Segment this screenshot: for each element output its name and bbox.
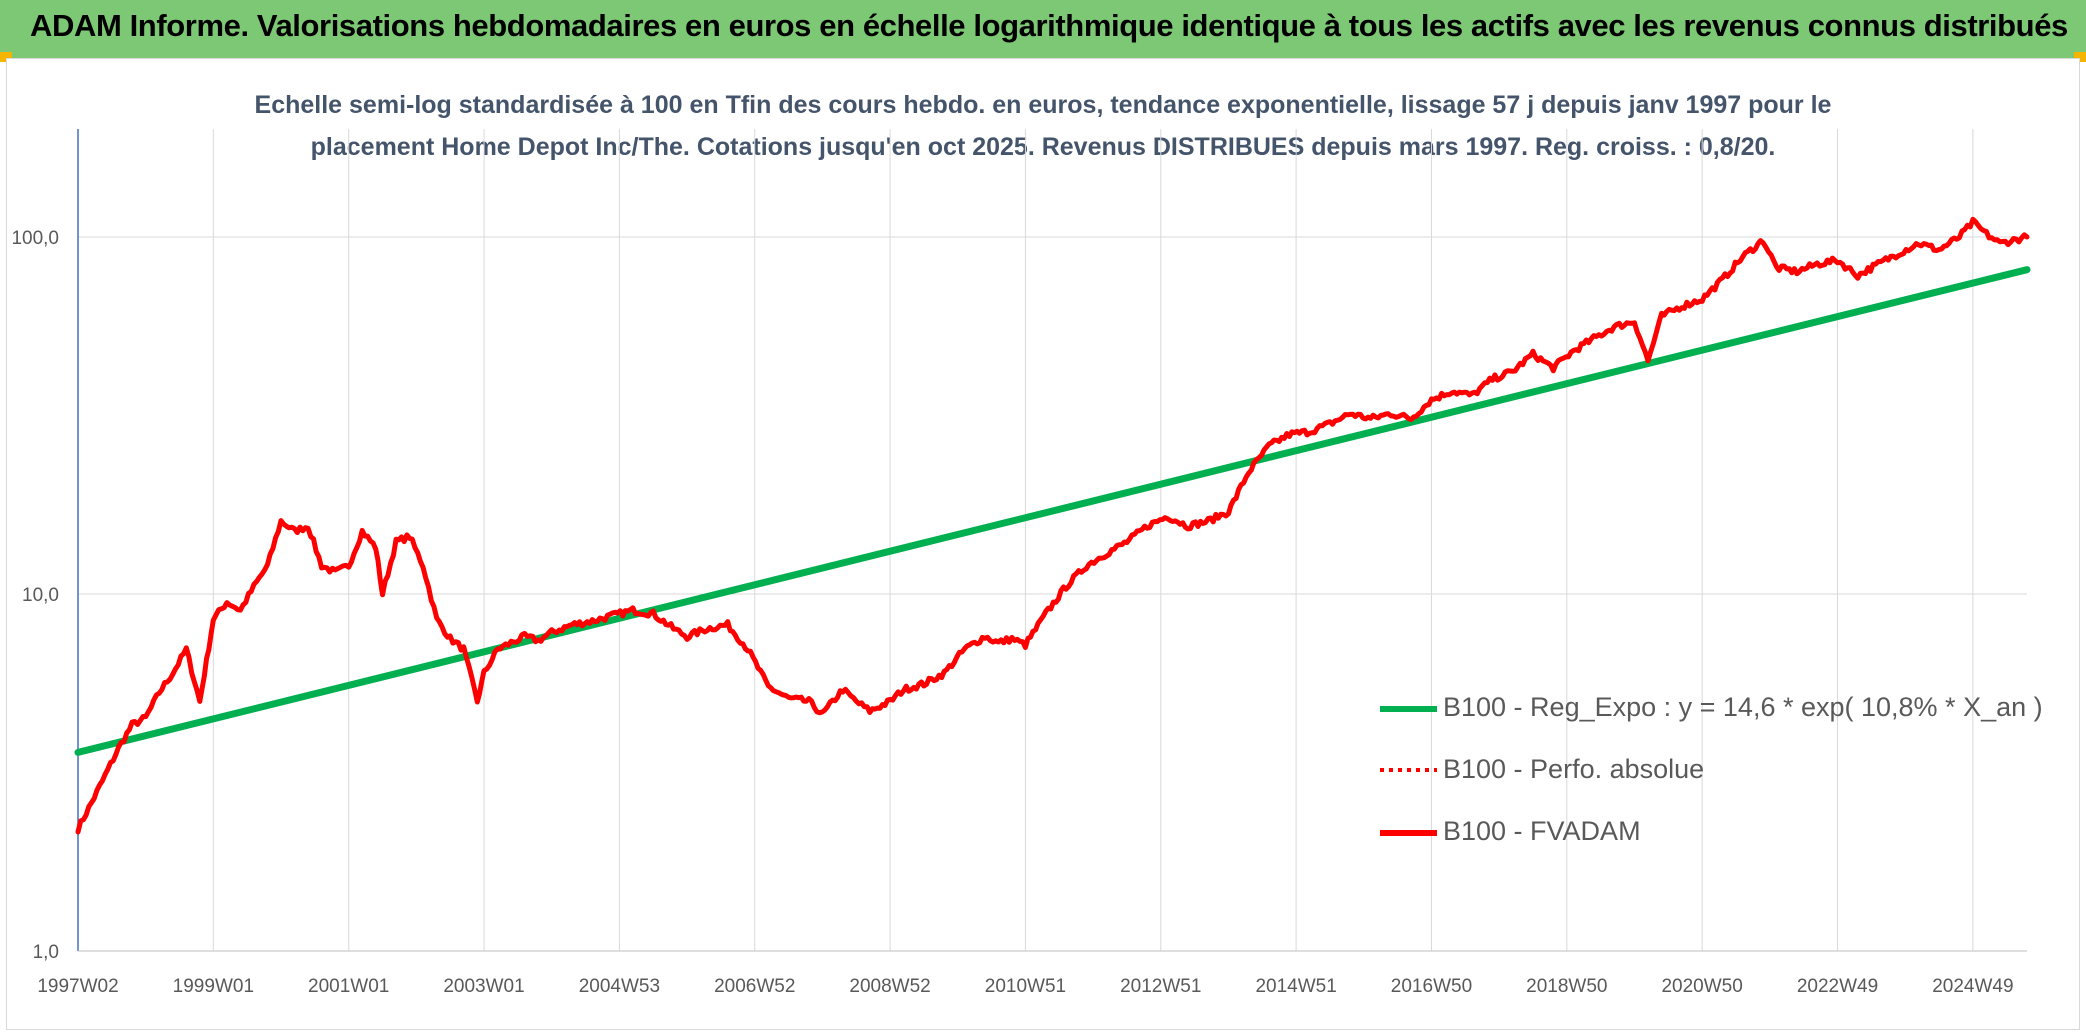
title-banner: ADAM Informe. Valorisations hebdomadaire…	[0, 0, 2086, 58]
x-tick-label: 2001W01	[308, 976, 389, 997]
legend-label-perfo: B100 - Perfo. absolue	[1443, 754, 1705, 784]
report-title: ADAM Informe. Valorisations hebdomadaire…	[30, 8, 2068, 43]
legend-label-trend: B100 - Reg_Expo : y = 14,6 * exp( 10,8% …	[1443, 692, 2043, 722]
x-tick-label: 2016W50	[1391, 976, 1472, 997]
chart-subtitle-line-2: placement Home Depot Inc/The. Cotations …	[310, 133, 1776, 161]
y-tick-label: 1,0	[33, 942, 59, 963]
horizontal-gridlines	[78, 236, 2027, 595]
legend-label-fvadam: B100 - FVADAM	[1443, 816, 1641, 846]
x-tick-label: 1997W02	[37, 976, 118, 997]
fvadam-series-line	[75, 216, 2030, 835]
x-tick-label: 2022W49	[1797, 976, 1878, 997]
x-tick-label: 2024W49	[1932, 976, 2013, 997]
x-tick-label: 2008W52	[849, 976, 930, 997]
y-axis-tick-labels: 1,0 10,0 100,0	[11, 228, 59, 963]
chart-panel	[6, 58, 2080, 1030]
x-tick-label: 2006W52	[714, 976, 795, 997]
y-tick-label: 100,0	[11, 228, 59, 249]
x-tick-label: 1999W01	[173, 976, 254, 997]
corner-accent-right	[2074, 52, 2086, 62]
x-tick-label: 2003W01	[443, 976, 524, 997]
x-tick-label: 2020W50	[1661, 976, 1742, 997]
vertical-gridlines	[212, 129, 1974, 951]
x-tick-label: 2018W50	[1526, 976, 1607, 997]
x-tick-label: 2014W51	[1255, 976, 1336, 997]
chart-subtitle-line-1: Echelle semi-log standardisée à 100 en T…	[254, 91, 1832, 119]
corner-accent-left	[0, 52, 12, 62]
x-tick-label: 2004W53	[579, 976, 660, 997]
x-axis-tick-labels: 1997W02 1999W01 2001W01 2003W01 2004W53 2006W…	[37, 976, 2013, 997]
x-tick-label: 2012W51	[1120, 976, 1201, 997]
trend-series-line	[74, 266, 2031, 756]
x-tick-label: 2010W51	[985, 976, 1066, 997]
chart-legend	[1380, 706, 1437, 836]
y-tick-label: 10,0	[22, 585, 59, 606]
